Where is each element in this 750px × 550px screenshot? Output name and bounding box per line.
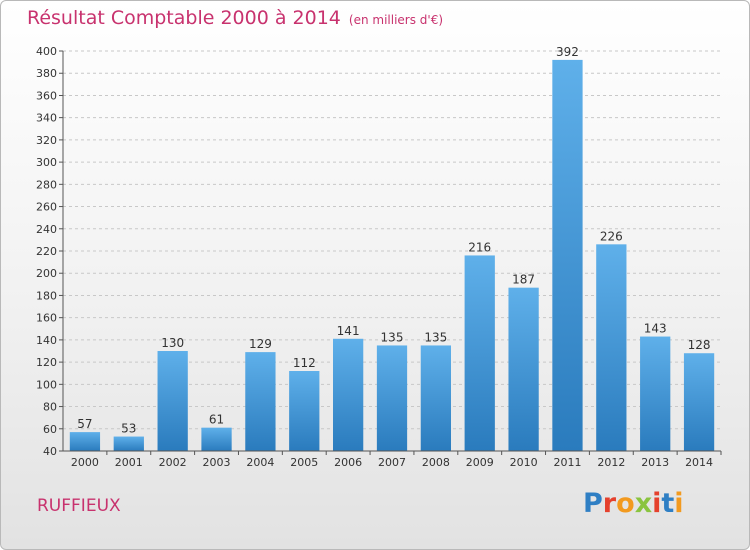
data-label: 392 bbox=[556, 45, 579, 59]
bar-2004 bbox=[245, 352, 276, 451]
y-tick-label: 40 bbox=[43, 445, 57, 458]
x-tick-label: 2005 bbox=[290, 456, 318, 469]
y-tick-label: 340 bbox=[36, 112, 57, 125]
logo-letter: x bbox=[634, 488, 653, 519]
y-tick-label: 260 bbox=[36, 201, 57, 214]
data-label: 129 bbox=[249, 337, 272, 351]
x-tick-label: 2012 bbox=[597, 456, 625, 469]
y-tick-label: 220 bbox=[36, 245, 57, 258]
y-tick-label: 320 bbox=[36, 134, 57, 147]
x-tick-label: 2001 bbox=[115, 456, 143, 469]
logo-letter: o bbox=[616, 488, 635, 519]
city-name: RUFFIEUX bbox=[37, 496, 121, 516]
bar-2014 bbox=[683, 353, 715, 451]
bar-2006 bbox=[332, 338, 364, 451]
x-tick-label: 2002 bbox=[159, 456, 187, 469]
data-label: 216 bbox=[468, 240, 491, 254]
title-text: Résultat Comptable 2000 à 2014 bbox=[27, 7, 341, 29]
x-tick-label: 2014 bbox=[685, 456, 713, 469]
logo-letter: t bbox=[661, 488, 675, 519]
x-tick-label: 2010 bbox=[510, 456, 538, 469]
x-tick-label: 2007 bbox=[378, 456, 406, 469]
y-tick-label: 180 bbox=[36, 289, 57, 302]
data-label: 135 bbox=[381, 330, 404, 344]
x-tick-label: 2013 bbox=[641, 456, 669, 469]
x-axis: 2000 2001 2002 2003 2004 2005 2006 2007 2008 2009… bbox=[63, 450, 722, 469]
bar-2008 bbox=[420, 345, 452, 451]
y-tick-label: 80 bbox=[43, 401, 57, 414]
data-label: 226 bbox=[600, 229, 623, 243]
x-tick-label: 2000 bbox=[71, 456, 99, 469]
chart-subtitle: (en milliers d'€) bbox=[348, 13, 444, 27]
bar-2005 bbox=[289, 371, 320, 451]
data-label: 135 bbox=[424, 330, 447, 344]
bar-2000 bbox=[69, 432, 101, 451]
y-tick-label: 100 bbox=[36, 378, 57, 391]
data-label: 61 bbox=[209, 413, 224, 427]
y-tick-label: 160 bbox=[36, 312, 57, 325]
logo-letter: r bbox=[602, 488, 617, 519]
x-tick-label: 2004 bbox=[246, 456, 274, 469]
y-tick-label: 120 bbox=[36, 356, 57, 369]
chart-title: Résultat Comptable 2000 à 2014 (en millie… bbox=[27, 7, 443, 29]
x-tick-label: 2009 bbox=[466, 456, 494, 469]
y-tick-label: 140 bbox=[36, 334, 57, 347]
data-label: 128 bbox=[688, 338, 711, 352]
x-tick-label: 2006 bbox=[334, 456, 362, 469]
x-tick-label: 2003 bbox=[203, 456, 231, 469]
logo-letter: i bbox=[652, 488, 662, 519]
data-label: 112 bbox=[293, 356, 316, 370]
y-tick-label: 200 bbox=[36, 267, 57, 280]
data-label: 130 bbox=[161, 336, 184, 350]
y-tick-label: 280 bbox=[36, 178, 57, 191]
data-label: 141 bbox=[337, 324, 360, 338]
bar-2013 bbox=[640, 336, 671, 451]
bar-2009 bbox=[464, 255, 495, 451]
y-tick-label: 380 bbox=[36, 67, 57, 80]
x-tick-label: 2011 bbox=[553, 456, 581, 469]
data-label: 53 bbox=[121, 422, 136, 436]
bar-2010 bbox=[508, 287, 539, 451]
logo-letter: P bbox=[583, 488, 603, 519]
y-tick-label: 400 bbox=[36, 45, 57, 58]
bar-2011 bbox=[552, 59, 583, 452]
data-label: 57 bbox=[77, 417, 92, 431]
bar-2003 bbox=[201, 427, 232, 451]
bar-2001 bbox=[113, 436, 144, 451]
y-axis: 40 60 80 100 120 140 160 180 200 220 240 260 280 300 3… bbox=[36, 45, 64, 458]
y-tick-label: 60 bbox=[43, 423, 57, 436]
y-tick-label: 240 bbox=[36, 223, 57, 236]
bar-2012 bbox=[596, 244, 627, 451]
x-tick-label: 2008 bbox=[422, 456, 450, 469]
y-tick-label: 300 bbox=[36, 156, 57, 169]
bars: 57 53 130 61 129 112 141 135 135 216 187 392 226 143 1… bbox=[69, 45, 715, 452]
bar-2007 bbox=[376, 345, 408, 451]
y-tick-label: 360 bbox=[36, 89, 57, 102]
data-label: 143 bbox=[644, 322, 667, 336]
data-label: 187 bbox=[512, 273, 535, 287]
bar-2002 bbox=[157, 351, 188, 451]
proxiti-logo: Proxiti bbox=[583, 488, 684, 519]
logo-letter: i bbox=[674, 488, 684, 519]
